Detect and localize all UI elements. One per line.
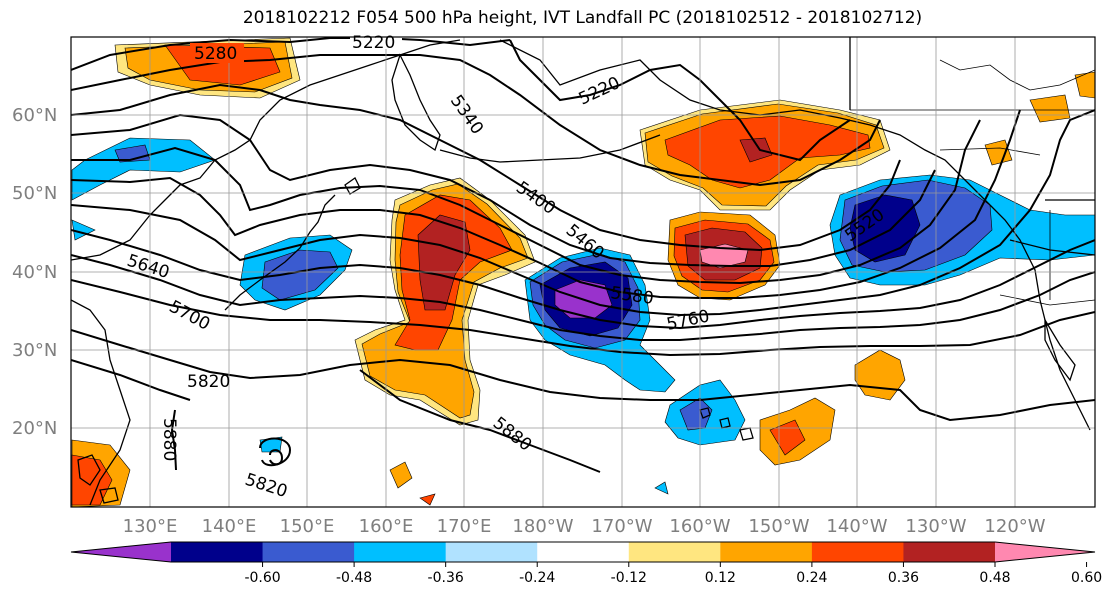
contour-label: 5880 [159,418,179,461]
colorbar-tick-label: -0.12 [611,570,647,586]
lon-label: 120°W [984,516,1045,537]
lon-label: 170°W [591,516,652,537]
lon-label: 180°W [512,516,573,537]
colorbar-outline [70,541,1096,563]
lon-label: 130°W [905,516,966,537]
colorbar-tick-label: 0.12 [705,570,736,586]
lon-label: 130°E [123,516,178,537]
colorbar-tick-label: 0.48 [979,570,1010,586]
contour-label: 5280 [194,44,237,64]
colorbar-segment [262,542,355,562]
colorbar-segment [903,542,996,562]
colorbar: -0.60 -0.48 -0.36 -0.24 -0.12 0.12 0.24 0.36 0.4… [70,541,1102,586]
lon-label: 160°W [669,516,730,537]
map-title: 2018102212 F054 500 hPa height, IVT Land… [242,8,923,28]
lon-label: 150°W [748,516,809,537]
colorbar-segment [811,542,904,562]
lon-label: 160°E [359,516,414,537]
graticule [71,37,1095,507]
colorbar-tick-label: -0.36 [428,570,464,586]
lat-label: 40°N [12,262,57,283]
colorbar-tick-label: -0.60 [244,570,280,586]
contour-label: 5220 [352,33,395,53]
contour-label: 5820 [187,372,230,392]
colorbar-segment [445,542,538,562]
map-frame [70,36,1096,508]
lon-label: 140°W [826,516,887,537]
colorbar-tick-label: 0.60 [1071,570,1102,586]
lon-label: 150°E [280,516,335,537]
colorbar-tick-label: -0.24 [519,570,555,586]
colorbar-tick-label: 0.24 [796,570,827,586]
latitude-labels: 60°N 50°N 40°N 30°N 20°N [12,105,57,439]
colorbar-extend-low [71,542,171,562]
lat-label: 30°N [12,340,57,361]
lon-label: 140°E [202,516,257,537]
longitude-labels: 130°E 140°E 150°E 160°E 170°E 180°W 170°… [123,516,1046,537]
lat-label: 60°N [12,105,57,126]
colorbar-segment [537,542,630,562]
colorbar-segment [354,542,447,562]
colorbar-tick-label: -0.48 [336,570,372,586]
lat-label: 50°N [12,183,57,204]
colorbar-tick-label: 0.36 [888,570,919,586]
lat-label: 20°N [12,418,57,439]
height-contour-layer [71,37,1095,473]
colorbar-segment [628,542,721,562]
colorbar-segment [720,542,813,562]
colorbar-extend-high [995,542,1095,562]
lon-label: 170°E [437,516,492,537]
colorbar-segment [171,542,264,562]
